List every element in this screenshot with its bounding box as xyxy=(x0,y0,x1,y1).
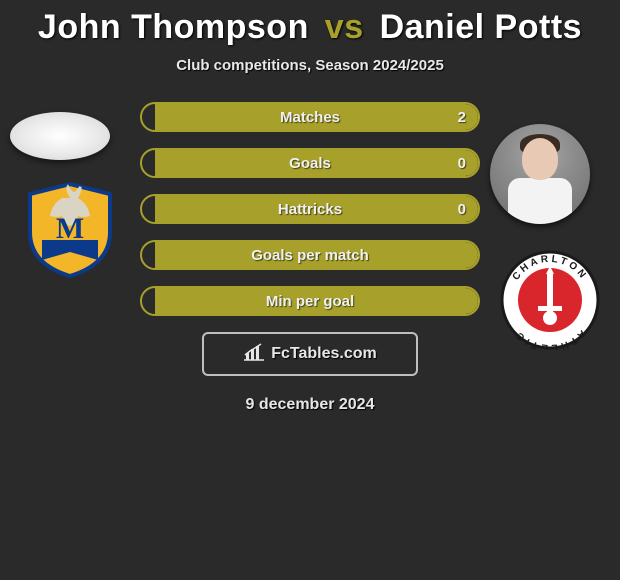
stat-label: Goals per match xyxy=(142,247,478,264)
branding-text: FcTables.com xyxy=(271,345,377,363)
stat-label: Min per goal xyxy=(142,293,478,310)
subtitle: Club competitions, Season 2024/2025 xyxy=(0,57,620,74)
stat-row: Matches2 xyxy=(140,102,480,132)
stat-row: Min per goal xyxy=(140,286,480,316)
stat-label: Matches xyxy=(142,109,478,126)
stat-label: Hattricks xyxy=(142,201,478,218)
stat-label: Goals xyxy=(142,155,478,172)
stat-row: Goals0 xyxy=(140,148,480,178)
stats-panel: Matches2Goals0Hattricks0Goals per matchM… xyxy=(0,102,620,414)
stat-value-right: 0 xyxy=(458,155,466,172)
stat-row: Hattricks0 xyxy=(140,194,480,224)
branding-box: FcTables.com xyxy=(202,332,418,376)
vs-label: vs xyxy=(325,8,364,46)
stat-value-right: 0 xyxy=(458,201,466,218)
bar-chart-icon xyxy=(243,343,265,366)
stats-list: Matches2Goals0Hattricks0Goals per matchM… xyxy=(140,102,480,316)
date-label: 9 december 2024 xyxy=(0,396,620,414)
player2-name: Daniel Potts xyxy=(380,8,582,46)
stat-value-right: 2 xyxy=(458,109,466,126)
stat-row: Goals per match xyxy=(140,240,480,270)
comparison-title: John Thompson vs Daniel Potts xyxy=(0,0,620,47)
player1-name: John Thompson xyxy=(38,8,309,46)
